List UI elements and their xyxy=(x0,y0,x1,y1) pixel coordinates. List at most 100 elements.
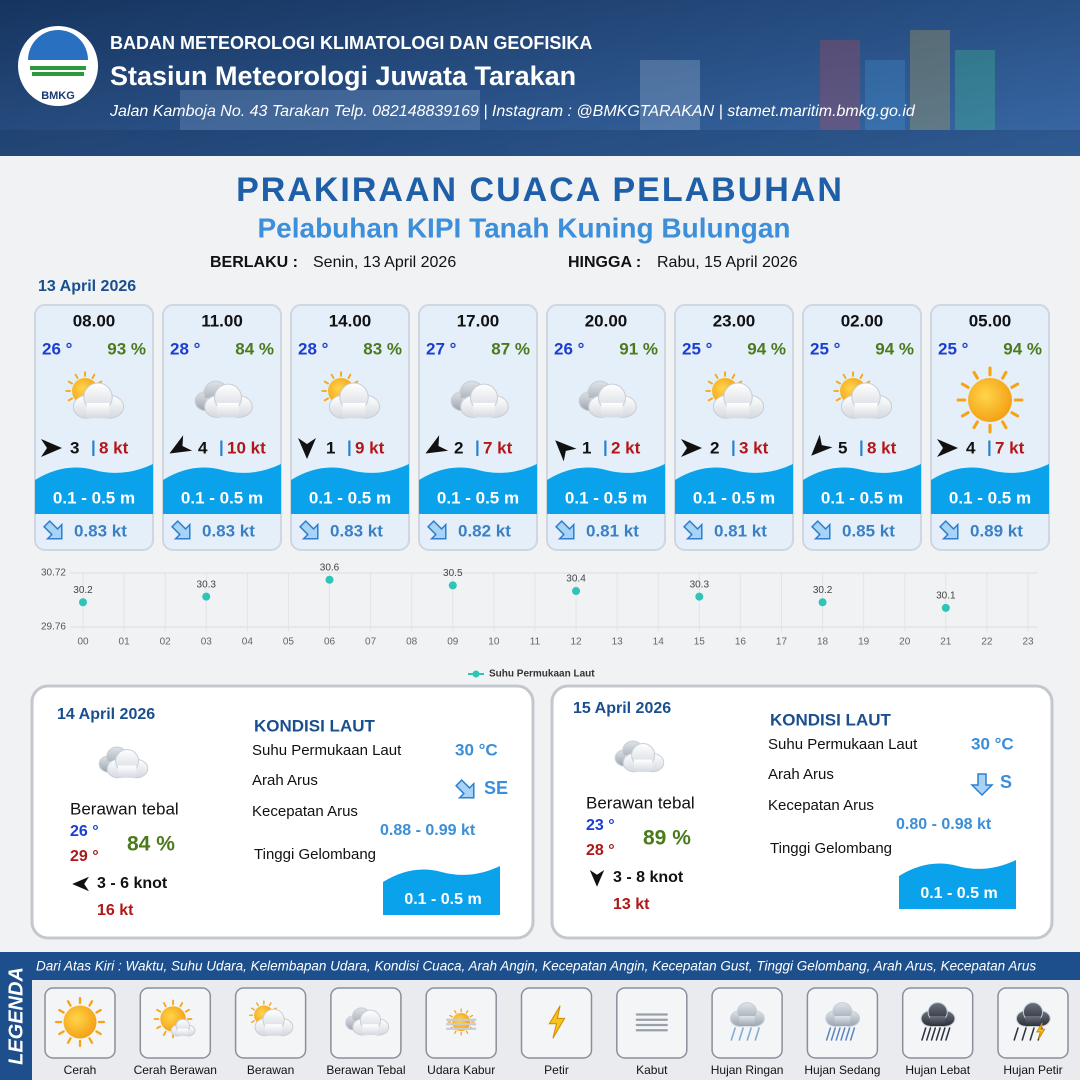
sun-ray xyxy=(972,370,979,380)
header: BMKG BADAN METEOROLOGI KLIMATOLOGI DAN G… xyxy=(0,0,1080,156)
valid-to-label: HINGGA : xyxy=(568,254,641,271)
y-tick-label: 30.72 xyxy=(41,568,66,579)
legend-box xyxy=(616,987,688,1059)
time: 20.00 xyxy=(585,311,628,330)
sun-ray xyxy=(256,1002,259,1007)
temp-max: 29 ° xyxy=(70,848,99,865)
data-label: 30.2 xyxy=(813,585,833,596)
wind-arrow xyxy=(937,439,958,457)
day-summary: 14 April 2026 Berawan tebal 26 ° 29 ° 84 % 3 … xyxy=(57,706,508,919)
speed: 0.88 - 0.99 kt xyxy=(380,822,476,839)
wind-speed: 4 xyxy=(198,438,208,457)
gust: 10 kt xyxy=(227,438,266,457)
separator: | xyxy=(731,437,736,456)
x-tick-label: 15 xyxy=(694,637,706,648)
lightning xyxy=(548,1005,566,1039)
current-arrow xyxy=(299,520,319,540)
cloud xyxy=(1015,1002,1051,1027)
sun-ray xyxy=(323,380,329,385)
sun-ray xyxy=(95,1030,102,1036)
wave-height: 0.1 - 0.5 m xyxy=(949,488,1031,507)
cloud-part xyxy=(739,1016,755,1027)
rain xyxy=(945,1027,951,1041)
legend-band xyxy=(0,952,1080,980)
x-tick-label: 19 xyxy=(858,637,870,648)
gust: 8 kt xyxy=(867,438,897,457)
x-tick-label: 23 xyxy=(1022,637,1034,648)
gust: 13 kt xyxy=(613,896,650,913)
separator: | xyxy=(219,437,224,456)
legend-item: Hujan Ringan xyxy=(711,987,783,1077)
cloud-part xyxy=(930,1016,946,1027)
data-label: 30.2 xyxy=(73,585,93,596)
air-temp: 26 ° xyxy=(42,339,73,358)
rain xyxy=(746,1027,752,1041)
sun-ray xyxy=(731,373,736,379)
x-tick-label: 03 xyxy=(201,637,213,648)
legend-item-label: Hujan Petir xyxy=(1003,1063,1062,1077)
x-tick-label: 04 xyxy=(242,637,254,648)
cloud-part xyxy=(86,403,110,419)
legend-item-label: Hujan Sedang xyxy=(804,1063,880,1077)
wave xyxy=(419,464,537,514)
legend-item-label: Cerah Berawan xyxy=(134,1063,217,1077)
legend-item-label: Cerah xyxy=(64,1063,97,1077)
x-tick-label: 10 xyxy=(488,637,500,648)
x-tick-label: 07 xyxy=(365,637,377,648)
air-temp: 28 ° xyxy=(170,339,201,358)
sun-ray xyxy=(347,373,352,379)
cloud-part xyxy=(217,403,239,418)
current-speed: 0.83 kt xyxy=(202,521,255,540)
legend-item: Hujan Sedang xyxy=(804,987,880,1077)
cloud-part xyxy=(633,759,653,772)
sun-ray xyxy=(156,1008,162,1013)
data-label: 30.3 xyxy=(690,579,710,590)
separator: | xyxy=(91,437,96,456)
wave xyxy=(803,464,921,514)
legend-item-label: Kabut xyxy=(636,1063,668,1077)
legend-item-label: Berawan Tebal xyxy=(326,1063,405,1077)
speed-label: Kecepatan Arus xyxy=(252,803,358,820)
cloud xyxy=(588,383,637,418)
sst-label: Suhu Permukaan Laut xyxy=(252,742,402,759)
wave-height: 0.1 - 0.5 m xyxy=(181,488,263,507)
lightning xyxy=(1036,1022,1046,1040)
humidity: 94 % xyxy=(747,339,786,358)
temp-max: 28 ° xyxy=(586,842,615,859)
sun-ray xyxy=(156,1025,162,1030)
rain xyxy=(830,1027,836,1041)
header-scenery xyxy=(0,30,1080,156)
legend-description: Dari Atas Kiri : Waktu, Suhu Udara, Kele… xyxy=(36,959,1036,974)
gust: 7 kt xyxy=(995,438,1025,457)
condition: Berawan tebal xyxy=(70,799,179,818)
legend-title: LEGENDA xyxy=(5,967,27,1065)
humidity: 93 % xyxy=(107,339,146,358)
cloud-part xyxy=(177,1028,189,1036)
sun-ray xyxy=(67,397,73,402)
sun-ray xyxy=(469,1014,474,1018)
direction-label: Arah Arus xyxy=(768,766,834,783)
wave: 0.1 - 0.5 m xyxy=(404,891,481,908)
logo-stripes xyxy=(30,66,86,76)
gust: 16 kt xyxy=(97,902,134,919)
cloud-part xyxy=(601,403,623,418)
wave xyxy=(163,464,281,514)
wind: 3 - 8 knot xyxy=(613,869,684,886)
current-speed: 0.85 kt xyxy=(842,521,895,540)
sun-ray xyxy=(88,1000,94,1007)
x-tick-label: 18 xyxy=(817,637,829,648)
cloud xyxy=(106,748,149,779)
current-arrow xyxy=(811,520,831,540)
cloud xyxy=(460,383,509,418)
sun-ray xyxy=(250,1020,255,1024)
time: 02.00 xyxy=(841,311,884,330)
data-point xyxy=(818,598,827,607)
data-label: 30.5 xyxy=(443,568,463,579)
rain xyxy=(730,1027,736,1041)
separator: | xyxy=(347,437,352,456)
sun-ray xyxy=(162,1030,167,1036)
sun-ray xyxy=(250,1007,255,1011)
cloud-part xyxy=(117,765,137,778)
